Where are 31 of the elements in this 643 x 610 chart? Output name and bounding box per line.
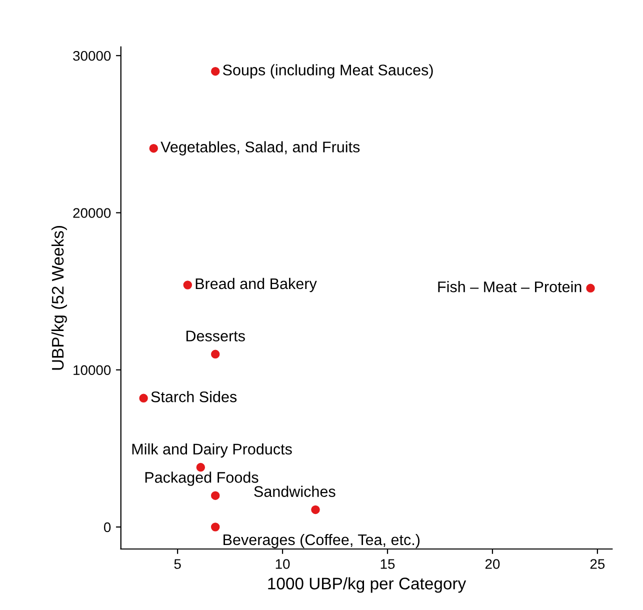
annotation: Bread and Bakery bbox=[196, 278, 317, 292]
point bbox=[210, 350, 220, 359]
annotation: Milk and Dairy Products bbox=[132, 443, 292, 458]
x-tick-label: 25 bbox=[590, 559, 605, 569]
annotation: Beverages (Coffee, Tea, etc.) bbox=[224, 534, 420, 548]
x-axis-title: 1000 UBP/kg per Category bbox=[268, 577, 466, 593]
x-tick-label: 20 bbox=[485, 559, 500, 569]
annotation: Soups (including Meat Sauces) bbox=[222, 64, 433, 78]
x-tick-label: 10 bbox=[276, 559, 290, 569]
point bbox=[149, 144, 158, 153]
point bbox=[139, 394, 148, 403]
point bbox=[210, 522, 220, 532]
x-tick-label: 5 bbox=[174, 559, 181, 569]
point bbox=[183, 280, 192, 290]
point bbox=[311, 505, 320, 514]
annotation: Vegetables, Salad, and Fruits bbox=[160, 141, 360, 156]
annotation: Starch Sides bbox=[151, 391, 237, 402]
point bbox=[210, 66, 220, 76]
y-axis-title: UBP/kg (52 Weeks) bbox=[51, 226, 67, 370]
y-tick-label: 30000 bbox=[73, 50, 111, 61]
annotation: Packaged Foods bbox=[145, 472, 258, 486]
y-tick-label: 20000 bbox=[73, 208, 111, 218]
x-tick-label: 15 bbox=[380, 559, 395, 569]
point bbox=[210, 491, 220, 500]
annotation: Desserts bbox=[186, 330, 245, 342]
annotation: Sandwiches bbox=[254, 486, 336, 497]
point bbox=[196, 462, 206, 472]
annotation: Fish – Meat – Protein bbox=[438, 281, 582, 292]
y-tick-label: 0 bbox=[104, 522, 111, 532]
y-tick-label: 10000 bbox=[74, 365, 111, 376]
point bbox=[586, 284, 595, 293]
